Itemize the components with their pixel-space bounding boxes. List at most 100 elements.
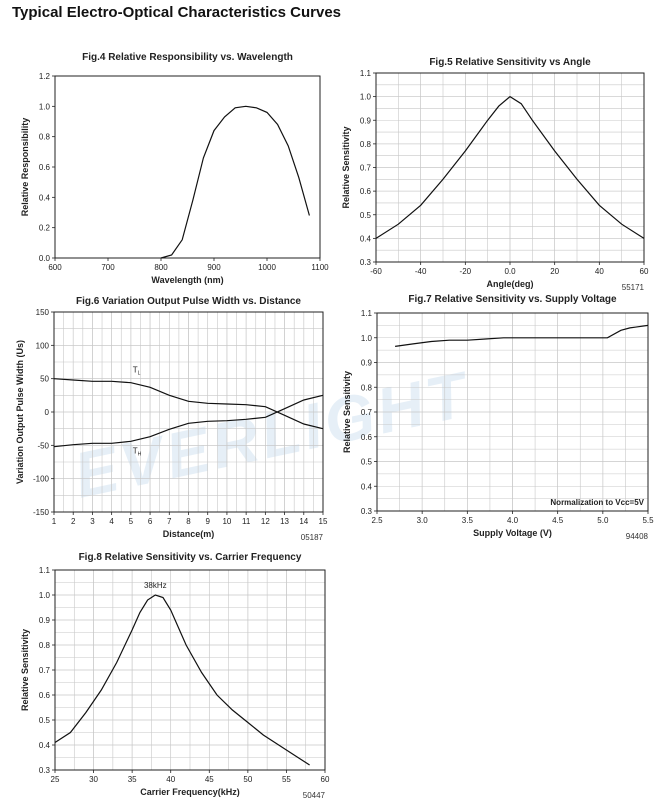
fig6-x-tick-label: 4: [109, 517, 114, 526]
fig4-title: Fig.4 Relative Responsibility vs. Wavele…: [82, 52, 293, 63]
fig8-x-tick-label: 30: [89, 775, 98, 784]
fig8-y-tick-label: 1.1: [39, 566, 51, 575]
fig4-x-axis-label: Wavelength (nm): [151, 275, 223, 285]
fig5-title: Fig.5 Relative Sensitivity vs Angle: [429, 57, 591, 68]
page-title: Typical Electro-Optical Characteristics …: [12, 4, 342, 21]
fig6-y-tick-label: 150: [36, 308, 50, 317]
fig4-y-tick-label: 1.2: [39, 72, 51, 81]
fig7-x-tick-label: 4.5: [552, 516, 564, 525]
fig6-x-tick-label: 14: [299, 517, 308, 526]
fig8-y-tick-label: 0.7: [39, 666, 51, 675]
fig6-y-axis-label: Variation Output Pulse Width (Us): [15, 340, 25, 484]
fig7-x-tick-label: 4.0: [507, 516, 519, 525]
fig6-x-tick-label: 10: [222, 517, 231, 526]
fig7-y-tick-label: 0.7: [361, 408, 373, 417]
fig5-y-tick-label: 0.6: [360, 187, 372, 196]
fig4-x-tick-label: 900: [207, 263, 221, 272]
fig5-x-tick-label: 40: [595, 267, 604, 276]
fig7-normalization-note: Normalization to Vcc=5V: [550, 498, 644, 507]
fig5-x-tick-label: 60: [640, 267, 649, 276]
fig6-y-tick-label: -50: [37, 441, 49, 450]
fig7-x-tick-label: 3.0: [417, 516, 429, 525]
fig8-y-tick-label: 1.0: [39, 591, 51, 600]
fig6-x-tick-label: 6: [148, 517, 153, 526]
fig7-y-tick-label: 0.8: [361, 383, 373, 392]
fig8-y-tick-label: 0.8: [39, 641, 51, 650]
fig6-series-line-TH: [53, 394, 324, 448]
fig6-x-tick-label: 3: [90, 517, 95, 526]
fig5-y-tick-label: 0.5: [360, 211, 372, 220]
fig5-x-tick-label: -40: [415, 267, 427, 276]
fig4-x-tick-label: 600: [48, 263, 62, 272]
fig6-y-tick-label: 0: [45, 408, 50, 417]
fig4-y-axis-label: Relative Responsibility: [20, 118, 30, 217]
fig8-x-tick-label: 60: [321, 775, 330, 784]
fig7-x-tick-label: 5.5: [642, 516, 654, 525]
fig4-x-tick-label: 800: [154, 263, 168, 272]
fig8-x-axis-label: Carrier Frequency(kHz): [140, 787, 240, 797]
fig8-x-tick-label: 45: [205, 775, 214, 784]
fig8-x-tick-label: 55: [282, 775, 291, 784]
fig5-x-tick-label: -60: [370, 267, 382, 276]
fig4-y-tick-label: 0.0: [39, 254, 51, 263]
fig4-y-tick-label: 0.2: [39, 224, 51, 233]
fig5-code-label: 55171: [622, 283, 645, 292]
fig6-x-tick-label: 1: [52, 517, 57, 526]
fig4-y-tick-label: 0.4: [39, 193, 51, 202]
fig5-y-tick-label: 0.4: [360, 234, 372, 243]
fig7-y-tick-label: 0.6: [361, 433, 373, 442]
fig8-y-tick-label: 0.5: [39, 716, 51, 725]
fig7-x-tick-label: 5.0: [597, 516, 609, 525]
fig7-y-tick-label: 0.4: [361, 482, 373, 491]
fig8-y-tick-label: 0.3: [39, 766, 51, 775]
fig5-y-tick-label: 0.3: [360, 258, 372, 267]
fig8-chart: Fig.8 Relative Sensitivity vs. Carrier F…: [20, 552, 330, 800]
fig6-x-tick-label: 13: [280, 517, 289, 526]
fig8-y-tick-label: 0.4: [39, 741, 51, 750]
fig6-x-tick-label: 7: [167, 517, 172, 526]
fig4-y-tick-label: 0.8: [39, 133, 51, 142]
fig6-series-annotation: TH: [133, 446, 142, 457]
fig8-x-tick-label: 50: [243, 775, 252, 784]
fig6-x-tick-label: 8: [186, 517, 191, 526]
fig4-y-tick-label: 1.0: [39, 102, 51, 111]
fig4-plot-frame: [54, 75, 321, 259]
fig5-y-tick-label: 1.0: [360, 93, 372, 102]
fig7-y-axis-label: Relative Sensitivity: [342, 371, 352, 453]
fig7-y-tick-label: 1.0: [361, 334, 373, 343]
fig8-y-axis-label: Relative Sensitivity: [20, 629, 30, 711]
fig6-chart: Fig.6 Variation Output Pulse Width vs. D…: [15, 296, 328, 542]
fig5-x-tick-label: 20: [550, 267, 559, 276]
fig8-y-tick-label: 0.6: [39, 691, 51, 700]
fig4-x-tick-label: 700: [101, 263, 115, 272]
fig6-x-tick-label: 11: [242, 517, 251, 526]
fig4-series-line: [160, 105, 310, 259]
fig7-y-tick-label: 0.9: [361, 359, 373, 368]
fig6-y-tick-label: -150: [33, 508, 50, 517]
fig8-series-line: [54, 594, 310, 766]
fig7-x-axis-label: Supply Voltage (V): [473, 528, 552, 538]
fig7-y-tick-label: 0.3: [361, 507, 373, 516]
fig6-x-axis-label: Distance(m): [163, 529, 215, 539]
fig7-y-tick-label: 1.1: [361, 309, 373, 318]
fig7-series-line: [395, 324, 649, 347]
fig5-chart: Fig.5 Relative Sensitivity vs Angle -60 -4…: [341, 57, 649, 292]
fig8-peak-annotation: 38kHz: [144, 581, 167, 590]
fig5-y-tick-label: 0.7: [360, 164, 372, 173]
fig5-series-line: [375, 95, 645, 239]
fig8-x-tick-label: 40: [166, 775, 175, 784]
fig6-y-tick-label: 100: [36, 341, 50, 350]
fig4-chart: Fig.4 Relative Responsibility vs. Wavele…: [20, 52, 329, 285]
fig7-x-tick-label: 3.5: [462, 516, 474, 525]
fig7-code-label: 94408: [626, 532, 649, 541]
fig6-series-annotation: TL: [133, 366, 141, 377]
fig4-x-tick-label: 1100: [311, 263, 329, 272]
fig7-x-tick-label: 2.5: [371, 516, 383, 525]
fig7-title: Fig.7 Relative Sensitivity vs. Supply Vo…: [408, 294, 617, 305]
fig6-series-line-TL: [53, 378, 324, 430]
fig6-x-tick-label: 2: [71, 517, 76, 526]
fig5-x-axis-label: Angle(deg): [487, 279, 534, 289]
fig8-x-tick-label: 25: [51, 775, 60, 784]
fig4-y-tick-label: 0.6: [39, 163, 51, 172]
